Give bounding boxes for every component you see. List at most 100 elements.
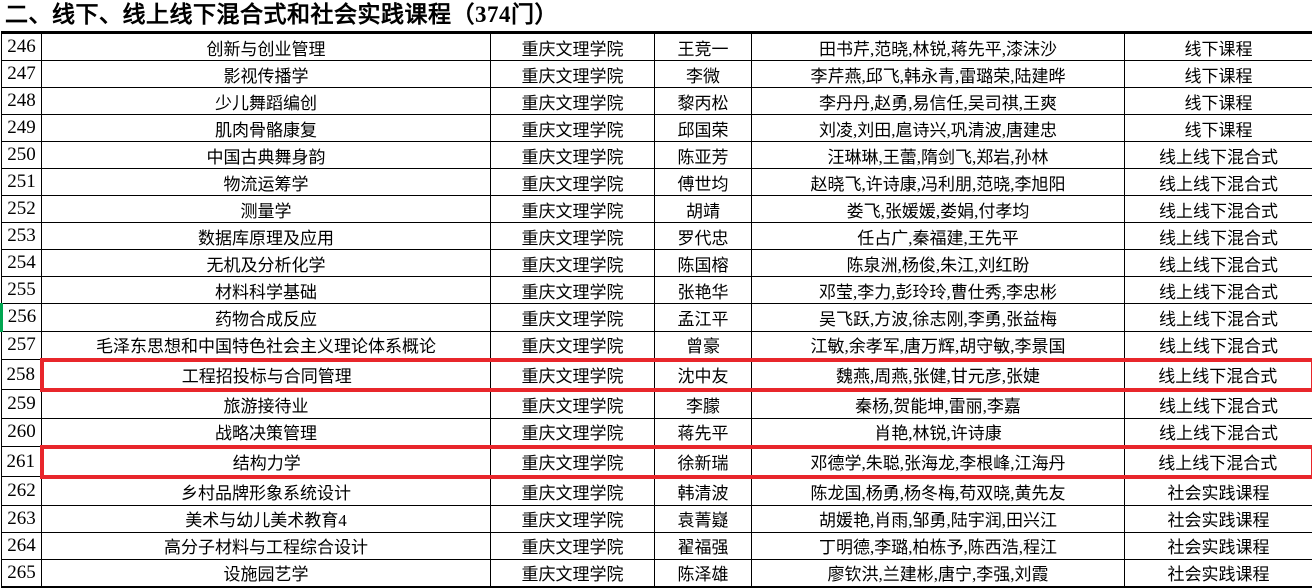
course-name-cell: 无机及分析化学 [42,250,491,277]
institution-cell: 重庆文理学院 [491,505,655,532]
row-number-cell: 253 [2,223,42,250]
team-members-cell: 汪琳琳,王蕾,隋剑飞,郑岩,孙林 [752,142,1125,169]
course-type-cell: 线下课程 [1125,88,1312,115]
course-name-cell: 少儿舞蹈编创 [42,88,491,115]
team-members-cell: 任占广,秦福建,王先平 [752,223,1125,250]
row-number-cell: 247 [2,61,42,88]
course-table: 246 创新与创业管理 重庆文理学院 王竞一 田书芹,范晓,林锐,蒋先平,漆沫沙… [0,31,1312,588]
table-row: 255 材料科学基础 重庆文理学院 张艳华 邓莹,李力,彭玲玲,曹仕秀,李忠彬 … [2,277,1312,304]
course-name-cell: 乡村品牌形象系统设计 [42,477,491,506]
table-row: 259 旅游接待业 重庆文理学院 李朦 秦杨,贺能坤,雷丽,李嘉 线上线下混合式 [2,390,1312,419]
table-row: 260 战略决策管理 重庆文理学院 蒋先平 肖艳,林锐,许诗康 线上线下混合式 [2,418,1312,447]
course-type-cell: 线上线下混合式 [1125,331,1312,360]
institution-cell: 重庆文理学院 [491,447,655,477]
row-number-cell: 252 [2,196,42,223]
leader-name-cell: 孟江平 [655,304,752,331]
course-type-cell: 社会实践课程 [1125,477,1312,506]
leader-name-cell: 张艳华 [655,277,752,304]
course-type-cell: 线上线下混合式 [1125,169,1312,196]
row-number-cell: 246 [2,33,42,61]
leader-name-cell: 傅世均 [655,169,752,196]
team-members-cell: 邓莹,李力,彭玲玲,曹仕秀,李忠彬 [752,277,1125,304]
leader-name-cell: 邱国荣 [655,115,752,142]
institution-cell: 重庆文理学院 [491,477,655,506]
table-row: 252 测量学 重庆文理学院 胡靖 娄飞,张媛媛,娄娟,付孝均 线上线下混合式 [2,196,1312,223]
leader-name-cell: 韩清波 [655,477,752,506]
course-name-cell: 数据库原理及应用 [42,223,491,250]
row-number-cell: 265 [2,559,42,587]
course-type-cell: 社会实践课程 [1125,559,1312,587]
row-number-cell: 257 [2,331,42,360]
institution-cell: 重庆文理学院 [491,418,655,447]
course-name-cell: 中国古典舞身韵 [42,142,491,169]
course-name-cell: 结构力学 [42,447,491,477]
row-number-cell: 250 [2,142,42,169]
institution-cell: 重庆文理学院 [491,223,655,250]
row-number-cell: 262 [2,477,42,506]
row-number-cell: 259 [2,390,42,419]
table-row: 249 肌肉骨骼康复 重庆文理学院 邱国荣 刘凌,刘田,扈诗兴,巩清波,唐建忠 … [2,115,1312,142]
institution-cell: 重庆文理学院 [491,390,655,419]
table-row: 264 高分子材料与工程综合设计 重庆文理学院 翟福强 丁明德,李璐,柏栋予,陈… [2,532,1312,559]
row-number-cell: 256 [2,304,42,331]
row-number-cell: 255 [2,277,42,304]
table-row: 256 药物合成反应 重庆文理学院 孟江平 吴飞跃,方波,徐志刚,李勇,张益梅 … [2,304,1312,331]
leader-name-cell: 翟福强 [655,532,752,559]
institution-cell: 重庆文理学院 [491,61,655,88]
course-type-cell: 社会实践课程 [1125,532,1312,559]
row-number-cell: 264 [2,532,42,559]
course-type-cell: 线上线下混合式 [1125,360,1312,390]
table-row: 263 美术与幼儿美术教育4 重庆文理学院 袁菁嶷 胡媛艳,肖雨,邹勇,陆宇润,… [2,505,1312,532]
team-members-cell: 吴飞跃,方波,徐志刚,李勇,张益梅 [752,304,1125,331]
institution-cell: 重庆文理学院 [491,115,655,142]
course-type-cell: 线下课程 [1125,33,1312,61]
team-members-cell: 陈泉洲,杨俊,朱江,刘红盼 [752,250,1125,277]
team-members-cell: 陈龙国,杨勇,杨冬梅,苟双晓,黄先友 [752,477,1125,506]
table-row: 254 无机及分析化学 重庆文理学院 陈国榕 陈泉洲,杨俊,朱江,刘红盼 线上线… [2,250,1312,277]
institution-cell: 重庆文理学院 [491,360,655,390]
institution-cell: 重庆文理学院 [491,331,655,360]
course-name-cell: 药物合成反应 [42,304,491,331]
leader-name-cell: 陈泽雄 [655,559,752,587]
institution-cell: 重庆文理学院 [491,33,655,61]
team-members-cell: 胡媛艳,肖雨,邹勇,陆宇润,田兴江 [752,505,1125,532]
leader-name-cell: 蒋先平 [655,418,752,447]
team-members-cell: 李芹燕,邱飞,韩永青,雷璐荣,陆建晔 [752,61,1125,88]
leader-name-cell: 罗代忠 [655,223,752,250]
course-type-cell: 线上线下混合式 [1125,447,1312,477]
table-row: 265 设施园艺学 重庆文理学院 陈泽雄 廖钦洪,兰建彬,唐宁,李强,刘霞 社会… [2,559,1312,587]
course-name-cell: 旅游接待业 [42,390,491,419]
team-members-cell: 赵晓飞,许诗康,冯利朋,范晓,李旭阳 [752,169,1125,196]
course-table-body: 246 创新与创业管理 重庆文理学院 王竞一 田书芹,范晓,林锐,蒋先平,漆沫沙… [2,33,1312,587]
row-number-cell: 254 [2,250,42,277]
institution-cell: 重庆文理学院 [491,196,655,223]
institution-cell: 重庆文理学院 [491,559,655,587]
course-type-cell: 线上线下混合式 [1125,304,1312,331]
course-type-cell: 线上线下混合式 [1125,250,1312,277]
institution-cell: 重庆文理学院 [491,304,655,331]
course-name-cell: 战略决策管理 [42,418,491,447]
table-row: 250 中国古典舞身韵 重庆文理学院 陈亚芳 汪琳琳,王蕾,隋剑飞,郑岩,孙林 … [2,142,1312,169]
institution-cell: 重庆文理学院 [491,277,655,304]
team-members-cell: 肖艳,林锐,许诗康 [752,418,1125,447]
leader-name-cell: 沈中友 [655,360,752,390]
course-name-cell: 材料科学基础 [42,277,491,304]
institution-cell: 重庆文理学院 [491,169,655,196]
course-name-cell: 工程招投标与合同管理 [42,360,491,390]
course-name-cell: 设施园艺学 [42,559,491,587]
leader-name-cell: 陈亚芳 [655,142,752,169]
course-name-cell: 高分子材料与工程综合设计 [42,532,491,559]
leader-name-cell: 李微 [655,61,752,88]
team-members-cell: 魏燕,周燕,张健,甘元彦,张婕 [752,360,1125,390]
table-row: 262 乡村品牌形象系统设计 重庆文理学院 韩清波 陈龙国,杨勇,杨冬梅,苟双晓… [2,477,1312,506]
row-number-cell: 248 [2,88,42,115]
table-row: 246 创新与创业管理 重庆文理学院 王竞一 田书芹,范晓,林锐,蒋先平,漆沫沙… [2,33,1312,61]
course-name-cell: 毛泽东思想和中国特色社会主义理论体系概论 [42,331,491,360]
institution-cell: 重庆文理学院 [491,532,655,559]
course-type-cell: 线下课程 [1125,115,1312,142]
table-row: 248 少儿舞蹈编创 重庆文理学院 黎丙松 李丹丹,赵勇,易信任,吴司祺,王爽 … [2,88,1312,115]
table-row: 247 影视传播学 重庆文理学院 李微 李芹燕,邱飞,韩永青,雷璐荣,陆建晔 线… [2,61,1312,88]
team-members-cell: 邓德学,朱聪,张海龙,李根峰,江海丹 [752,447,1125,477]
institution-cell: 重庆文理学院 [491,88,655,115]
table-row: 257 毛泽东思想和中国特色社会主义理论体系概论 重庆文理学院 曾豪 江敏,余孝… [2,331,1312,360]
